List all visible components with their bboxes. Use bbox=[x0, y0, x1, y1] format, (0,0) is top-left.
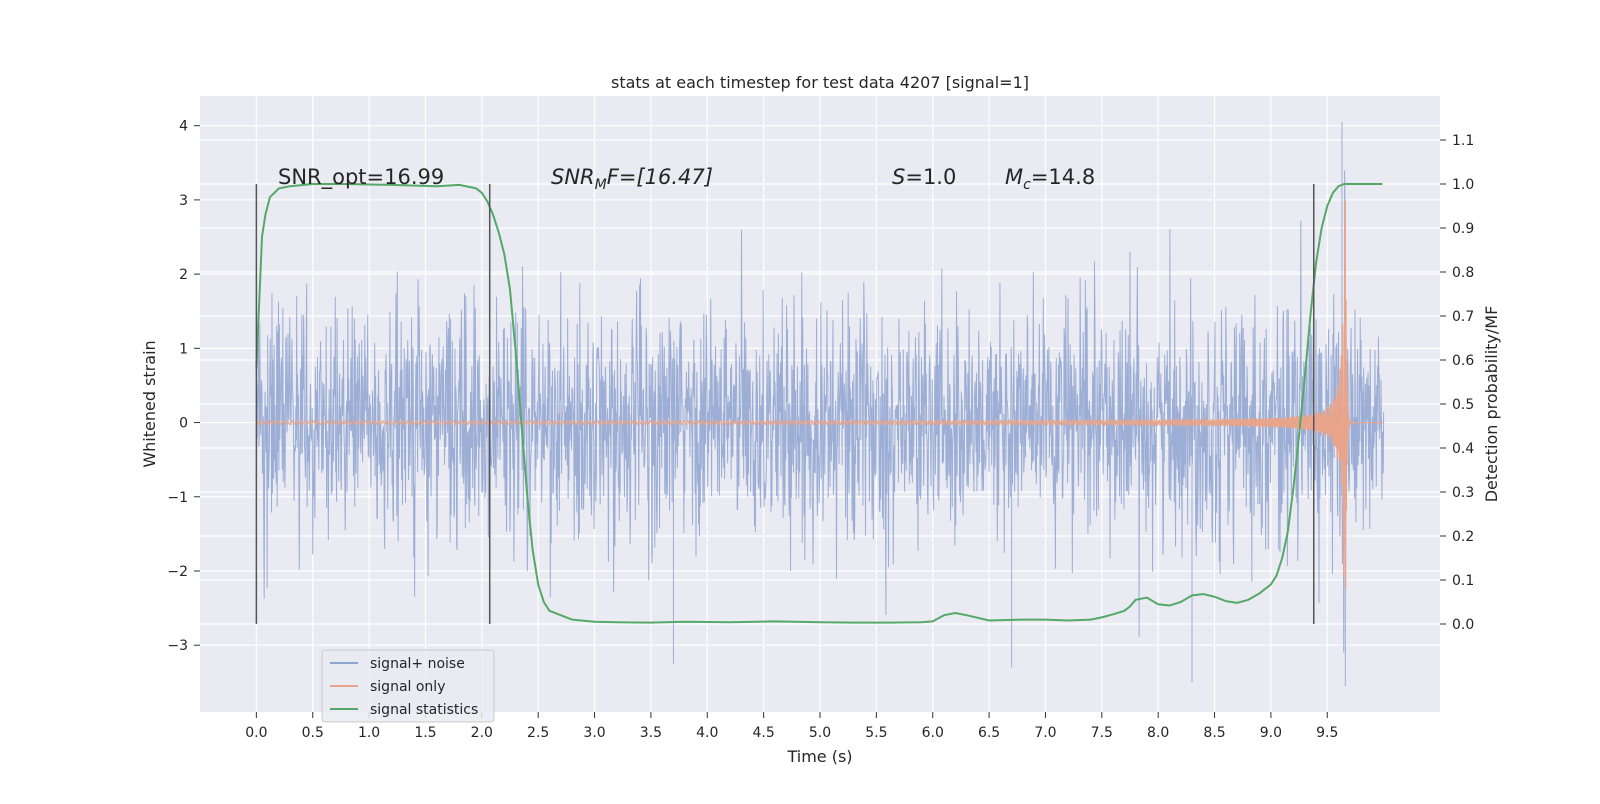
annotations: SNR_opt=16.99 SNRMF=[16.47] S=1.0 Mc=14.… bbox=[278, 165, 1095, 193]
x-tick-label: 4.5 bbox=[753, 725, 775, 741]
y-tick-label-right: 1.1 bbox=[1452, 133, 1474, 149]
y-tick-label-right: 0.4 bbox=[1452, 441, 1474, 457]
annotation-s-symbol: S bbox=[892, 165, 905, 189]
legend-label-signal-only: signal only bbox=[370, 679, 445, 695]
y-tick-label-left: −3 bbox=[167, 638, 188, 654]
legend: signal+ noise signal only signal statist… bbox=[321, 649, 495, 723]
x-tick-label: 7.0 bbox=[1034, 725, 1056, 741]
x-tick-label: 7.5 bbox=[1091, 725, 1113, 741]
tick-layer: 0.0 0.5 1.0 1.5 2.0 2.5 3.0 3.5 4.0 4.5 5.0 5.5 6.0 6… bbox=[167, 119, 1474, 741]
x-tick-label: 8.5 bbox=[1203, 725, 1225, 741]
x-tick-label: 3.5 bbox=[640, 725, 662, 741]
x-tick-label: 0.0 bbox=[245, 725, 267, 741]
x-tick-label: 5.5 bbox=[865, 725, 887, 741]
y-tick-label-left: 4 bbox=[179, 119, 188, 135]
y-tick-label-left: 1 bbox=[179, 341, 188, 357]
annotation-snr-mf-value: F=[16.47] bbox=[607, 165, 713, 189]
y-tick-label-left: 2 bbox=[179, 267, 188, 283]
y-tick-label-right: 0.7 bbox=[1452, 309, 1474, 325]
y-axis-label-right: Detection probability/MF bbox=[1482, 306, 1501, 503]
y-tick-label-right: 0.3 bbox=[1452, 485, 1474, 501]
marker-layer bbox=[255, 184, 1315, 624]
y-tick-label-right: 0.8 bbox=[1452, 265, 1474, 281]
legend-label-signal-noise: signal+ noise bbox=[370, 656, 465, 672]
x-tick-label: 3.0 bbox=[583, 725, 605, 741]
x-tick-label: 1.0 bbox=[358, 725, 380, 741]
y-tick-label-left: 3 bbox=[179, 193, 188, 209]
y-tick-label-right: 0.1 bbox=[1452, 573, 1474, 589]
x-axis-label: Time (s) bbox=[786, 747, 852, 766]
x-tick-label: 4.0 bbox=[696, 725, 718, 741]
y-tick-label-left: −1 bbox=[167, 490, 188, 506]
annotation-snr-mf-subscript: M bbox=[595, 177, 607, 193]
annotation-snr-mf: SNRMF=[16.47] bbox=[551, 165, 713, 193]
legend-label-signal-statistics: signal statistics bbox=[370, 702, 478, 718]
annotation-s: S=1.0 bbox=[892, 165, 956, 189]
y-tick-label-right: 0.9 bbox=[1452, 221, 1474, 237]
x-tick-label: 6.0 bbox=[922, 725, 944, 741]
x-tick-label: 0.5 bbox=[302, 725, 324, 741]
y-tick-label-right: 0.2 bbox=[1452, 529, 1474, 545]
y-tick-label-left: 0 bbox=[179, 416, 188, 432]
annotation-mc: Mc=14.8 bbox=[1005, 165, 1095, 193]
x-tick-label: 9.5 bbox=[1316, 725, 1338, 741]
y-tick-label-left: −2 bbox=[167, 564, 188, 580]
annotation-mc-subscript: c bbox=[1023, 177, 1031, 193]
annotation-mc-symbol: M bbox=[1005, 165, 1023, 189]
chart-title: stats at each timestep for test data 420… bbox=[611, 73, 1029, 92]
x-tick-label: 2.5 bbox=[527, 725, 549, 741]
y-tick-label-right: 0.0 bbox=[1452, 617, 1474, 633]
annotation-snr-opt: SNR_opt=16.99 bbox=[278, 165, 444, 190]
y-axis-label-left: Whitened strain bbox=[140, 340, 159, 467]
annotation-mc-value: =14.8 bbox=[1031, 165, 1095, 189]
annotation-s-value: =1.0 bbox=[905, 165, 956, 189]
x-tick-label: 8.0 bbox=[1147, 725, 1169, 741]
series-signal-only bbox=[256, 200, 1384, 590]
x-tick-label: 2.0 bbox=[471, 725, 493, 741]
annotation-snr-mf-symbol: SNR bbox=[551, 165, 595, 189]
legend-box bbox=[321, 649, 495, 723]
x-tick-label: 5.0 bbox=[809, 725, 831, 741]
data-layer bbox=[255, 121, 1385, 687]
x-tick-label: 1.5 bbox=[414, 725, 436, 741]
x-tick-label: 6.5 bbox=[978, 725, 1000, 741]
y-tick-label-right: 0.6 bbox=[1452, 353, 1474, 369]
y-tick-label-right: 0.5 bbox=[1452, 397, 1474, 413]
y-tick-label-right: 1.0 bbox=[1452, 177, 1474, 193]
x-tick-label: 9.0 bbox=[1260, 725, 1282, 741]
series-signal-statistics bbox=[255, 183, 1383, 624]
